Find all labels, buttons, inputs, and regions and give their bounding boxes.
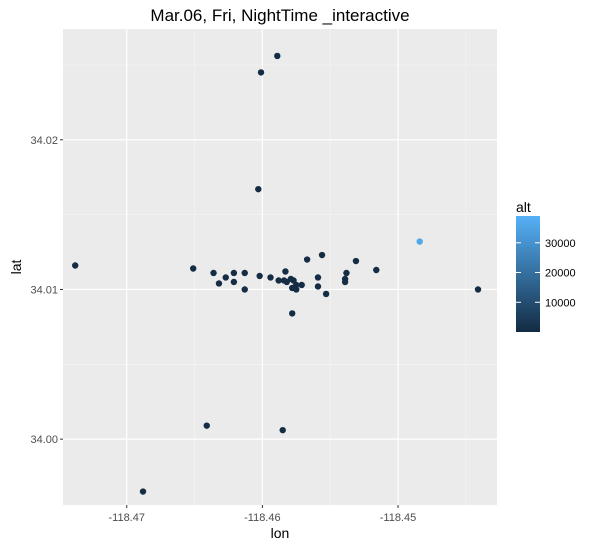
legend-ticks: 10000 20000 30000 [516, 238, 576, 309]
legend-tick-label: 20000 [545, 268, 576, 280]
data-point [190, 265, 197, 272]
x-axis-label: lon [271, 525, 290, 541]
data-point [203, 422, 210, 429]
data-point [343, 269, 350, 277]
data-point [230, 269, 238, 277]
x-tick-label: -118.47 [108, 512, 145, 524]
data-point [352, 257, 360, 265]
x-axis: -118.47 -118.46 -118.45 [108, 505, 416, 524]
data-point [274, 52, 281, 60]
y-axis-label: lat [8, 260, 24, 275]
data-point [416, 238, 423, 245]
data-point [341, 278, 349, 286]
data-point [474, 286, 482, 293]
chart-title: Mar.06, Fri, NightTime _interactive [150, 6, 409, 25]
data-point [279, 426, 286, 434]
data-point [314, 283, 322, 290]
data-point [303, 256, 311, 263]
plot-panel [63, 29, 497, 505]
data-point [72, 262, 79, 269]
data-point [289, 310, 296, 317]
data-point [222, 274, 229, 281]
data-point [215, 280, 223, 287]
data-point [257, 69, 265, 76]
legend-title: alt [516, 199, 531, 215]
data-point [322, 290, 330, 298]
data-point [210, 269, 217, 277]
data-point [293, 281, 300, 289]
legend-tick-label: 10000 [545, 297, 576, 309]
x-tick-label: -118.46 [244, 512, 281, 524]
data-point [275, 277, 282, 284]
data-point [256, 272, 263, 280]
data-points [72, 52, 482, 495]
y-tick-label: 34.00 [30, 434, 58, 446]
legend: alt 10000 20000 30000 [516, 199, 576, 332]
data-point [241, 286, 248, 293]
data-point [139, 488, 147, 495]
y-axis: 34.00 34.01 34.02 [30, 135, 63, 446]
data-point [373, 266, 380, 274]
x-tick-label: -118.45 [380, 512, 417, 524]
data-point [293, 286, 300, 293]
data-point [230, 278, 238, 286]
data-point [314, 274, 322, 281]
y-tick-label: 34.02 [30, 135, 58, 147]
legend-tick-label: 30000 [545, 238, 576, 250]
data-point [298, 281, 305, 289]
data-point [267, 274, 274, 281]
data-point [255, 185, 262, 193]
data-point [282, 268, 289, 275]
data-point [241, 269, 248, 277]
data-point [318, 251, 326, 259]
grid-lines [63, 29, 497, 505]
y-tick-label: 34.01 [30, 284, 58, 296]
legend-colorbar [516, 216, 540, 332]
